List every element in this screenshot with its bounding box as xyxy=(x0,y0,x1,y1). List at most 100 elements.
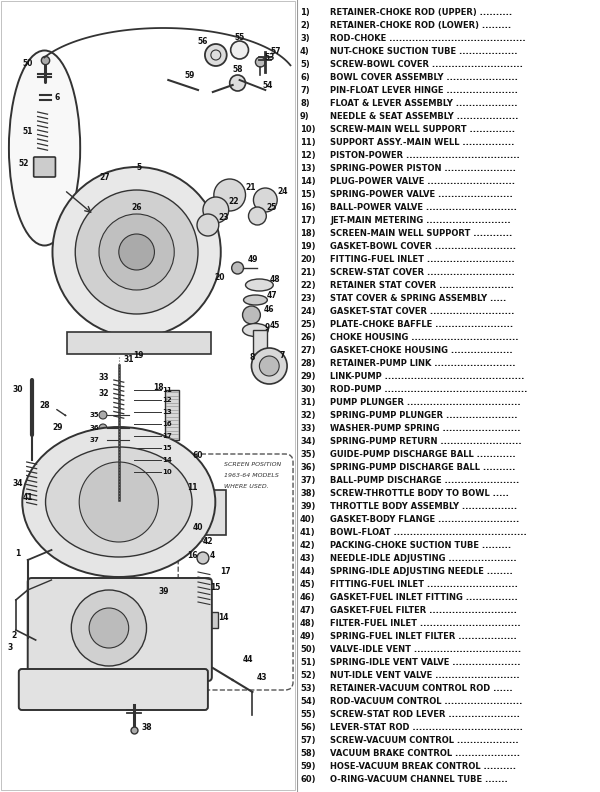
Bar xyxy=(67,332,211,354)
Text: 60): 60) xyxy=(300,775,316,784)
Text: 35: 35 xyxy=(89,412,99,418)
Text: NUT-CHOKE SUCTION TUBE ..................: NUT-CHOKE SUCTION TUBE .................… xyxy=(331,47,518,56)
Text: 6: 6 xyxy=(55,93,60,101)
Text: 26): 26) xyxy=(300,333,316,342)
Circle shape xyxy=(71,590,146,666)
Ellipse shape xyxy=(46,447,192,557)
Circle shape xyxy=(230,75,245,91)
Text: SCREW-MAIN WELL SUPPORT ..............: SCREW-MAIN WELL SUPPORT .............. xyxy=(331,125,515,134)
Text: 17: 17 xyxy=(220,568,231,577)
Circle shape xyxy=(205,44,227,66)
Text: 30: 30 xyxy=(13,386,23,394)
Circle shape xyxy=(242,306,260,324)
Text: 30): 30) xyxy=(300,385,316,394)
Text: 3: 3 xyxy=(7,643,13,653)
Text: GASKET-FUEL FILTER ...........................: GASKET-FUEL FILTER .....................… xyxy=(331,606,517,615)
Text: ROD-PUMP ............................................: ROD-PUMP ...............................… xyxy=(331,385,528,394)
Text: 18): 18) xyxy=(300,229,316,238)
Text: 20): 20) xyxy=(300,255,316,264)
Text: 50): 50) xyxy=(300,645,316,654)
Text: SPRING-POWER PISTON ......................: SPRING-POWER PISTON ....................… xyxy=(331,164,516,173)
Text: SPRING-FUEL INLET FILTER ..................: SPRING-FUEL INLET FILTER ...............… xyxy=(331,632,517,641)
Text: 1: 1 xyxy=(15,549,20,558)
Text: 1963-64 MODELS: 1963-64 MODELS xyxy=(224,473,278,478)
Text: 32: 32 xyxy=(99,389,109,398)
Text: PLATE-CHOKE BAFFLE ........................: PLATE-CHOKE BAFFLE .....................… xyxy=(331,320,514,329)
Circle shape xyxy=(197,552,209,564)
Text: 14: 14 xyxy=(163,457,172,463)
Text: 45: 45 xyxy=(270,321,280,329)
Text: LEVER-STAT ROD ..................................: LEVER-STAT ROD .........................… xyxy=(331,723,523,732)
Text: 57: 57 xyxy=(270,48,280,56)
Text: 10): 10) xyxy=(300,125,316,134)
Text: 49): 49) xyxy=(300,632,316,641)
Text: 15): 15) xyxy=(300,190,316,199)
Text: 18: 18 xyxy=(153,383,164,393)
Text: 51: 51 xyxy=(23,128,33,136)
Text: 49: 49 xyxy=(247,256,258,265)
Text: 40: 40 xyxy=(193,524,203,532)
Bar xyxy=(196,612,218,628)
Text: 32): 32) xyxy=(300,411,316,420)
Text: 50: 50 xyxy=(23,59,33,67)
Text: STAT COVER & SPRING ASSEMBLY .....: STAT COVER & SPRING ASSEMBLY ..... xyxy=(331,294,506,303)
Text: WASHER-PUMP SPRING ........................: WASHER-PUMP SPRING .....................… xyxy=(331,424,521,433)
Text: 23): 23) xyxy=(300,294,316,303)
Text: FITTING-FUEL INLET ...........................: FITTING-FUEL INLET .....................… xyxy=(331,255,515,264)
Text: SCREW-STAT COVER ...........................: SCREW-STAT COVER .......................… xyxy=(331,268,515,277)
Text: 29: 29 xyxy=(52,422,62,432)
Text: 2): 2) xyxy=(300,21,310,30)
Bar xyxy=(198,490,226,535)
Text: 15: 15 xyxy=(163,445,172,451)
FancyBboxPatch shape xyxy=(19,669,208,710)
Text: 28): 28) xyxy=(300,359,316,368)
Circle shape xyxy=(183,453,193,463)
Text: PLUG-POWER VALVE ...........................: PLUG-POWER VALVE .......................… xyxy=(331,177,515,186)
Text: 4: 4 xyxy=(209,551,214,561)
Text: VACUUM BRAKE CONTROL ....................: VACUUM BRAKE CONTROL ...................… xyxy=(331,749,520,758)
Circle shape xyxy=(52,167,221,337)
Text: 10: 10 xyxy=(163,469,172,475)
Text: 37): 37) xyxy=(300,476,316,485)
Text: 3): 3) xyxy=(300,34,310,43)
Text: FITTING-FUEL INLET ............................: FITTING-FUEL INLET .....................… xyxy=(331,580,518,589)
Text: 8: 8 xyxy=(250,353,255,363)
Text: BALL-PUMP DISCHARGE .......................: BALL-PUMP DISCHARGE ....................… xyxy=(331,476,520,485)
Text: 38: 38 xyxy=(141,724,152,733)
Text: 42): 42) xyxy=(300,541,316,550)
Text: 20: 20 xyxy=(215,273,225,283)
Text: JET-MAIN METERING ..........................: JET-MAIN METERING ......................… xyxy=(331,216,511,225)
Text: 39: 39 xyxy=(158,588,169,596)
Text: 44: 44 xyxy=(242,656,253,664)
Text: 21): 21) xyxy=(300,268,316,277)
Text: 25): 25) xyxy=(300,320,316,329)
Text: 44): 44) xyxy=(300,567,316,576)
Text: 54): 54) xyxy=(300,697,316,706)
Text: CHOKE HOUSING .................................: CHOKE HOUSING ..........................… xyxy=(331,333,519,342)
Text: 36: 36 xyxy=(89,425,99,431)
Text: VALVE-IDLE VENT .................................: VALVE-IDLE VENT ........................… xyxy=(331,645,521,654)
Text: 16): 16) xyxy=(300,203,316,212)
Text: 11): 11) xyxy=(300,138,316,147)
Text: 5: 5 xyxy=(136,163,141,173)
Text: 9): 9) xyxy=(300,112,310,121)
Text: RETAINER-PUMP LINK .........................: RETAINER-PUMP LINK .....................… xyxy=(331,359,516,368)
Text: 34: 34 xyxy=(13,478,23,488)
Text: 24): 24) xyxy=(300,307,316,316)
Text: 56): 56) xyxy=(300,723,316,732)
Text: SPRING-IDLE ADJUSTING NEEDLE ........: SPRING-IDLE ADJUSTING NEEDLE ........ xyxy=(331,567,513,576)
Text: 8): 8) xyxy=(300,99,310,108)
Text: 57): 57) xyxy=(300,736,316,745)
Text: GASKET-CHOKE HOUSING ...................: GASKET-CHOKE HOUSING ................... xyxy=(331,346,513,355)
Text: 7: 7 xyxy=(280,351,285,360)
Text: 48: 48 xyxy=(270,276,281,284)
Circle shape xyxy=(253,188,277,212)
Text: 40): 40) xyxy=(300,515,316,524)
Text: 26: 26 xyxy=(131,204,142,212)
Text: 12: 12 xyxy=(163,397,172,403)
Text: 15: 15 xyxy=(211,584,221,592)
Text: RETAINER STAT COVER .......................: RETAINER STAT COVER ....................… xyxy=(331,281,514,290)
Text: 46): 46) xyxy=(300,593,316,602)
Circle shape xyxy=(251,348,287,384)
Circle shape xyxy=(99,214,174,290)
